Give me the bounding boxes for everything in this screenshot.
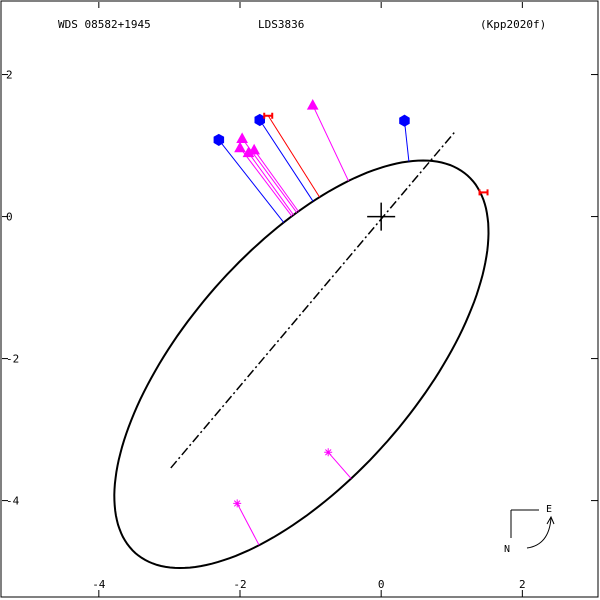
header-right: (Kpp2020f)	[480, 18, 546, 31]
y-tick-label: 0	[6, 211, 13, 224]
y-tick-label: 2	[6, 69, 13, 82]
asterisk-point	[233, 499, 242, 508]
compass-arrow-head	[546, 515, 555, 525]
micrometer-point	[242, 146, 255, 158]
asterisk-point	[324, 448, 333, 457]
x-tick-label: -4	[92, 578, 106, 591]
compass-north-label: N	[504, 544, 510, 555]
residual-line	[236, 503, 260, 546]
header-center: LDS3836	[258, 18, 304, 31]
speckle-point	[263, 112, 274, 119]
x-tick-label: 2	[519, 578, 526, 591]
hipparcos-point	[254, 113, 265, 127]
residual-line	[267, 115, 320, 198]
compass-east-label: E	[546, 504, 552, 515]
residual-line	[259, 119, 314, 202]
residual-line	[327, 451, 352, 479]
y-tick-label: -4	[6, 495, 20, 508]
line-of-nodes	[170, 130, 456, 469]
compass-arrow	[526, 517, 552, 549]
x-tick-label: 0	[378, 578, 385, 591]
hipparcos-point	[213, 133, 225, 146]
x-tick-label: -2	[233, 578, 246, 591]
primary-star-marker	[367, 202, 396, 231]
orbit-layer	[113, 130, 490, 570]
residual-line	[239, 147, 293, 217]
residual-line	[403, 120, 410, 162]
compass: E N	[504, 504, 555, 555]
residual-line	[218, 139, 285, 223]
orbit-ellipse	[113, 159, 490, 570]
header-left: WDS 08582+1945	[58, 18, 151, 31]
micrometer-point	[236, 132, 248, 143]
residual-line	[253, 149, 299, 212]
micrometer-point	[248, 143, 260, 155]
hipparcos-point	[399, 114, 410, 127]
speckle-point	[478, 189, 489, 196]
residual-line	[312, 104, 349, 182]
micrometer-point	[234, 141, 246, 153]
residual-line	[248, 152, 294, 216]
micrometer-point	[306, 99, 319, 110]
data-marks	[213, 99, 489, 546]
compass-axes	[510, 509, 539, 538]
y-tick-label: -2	[6, 353, 19, 366]
